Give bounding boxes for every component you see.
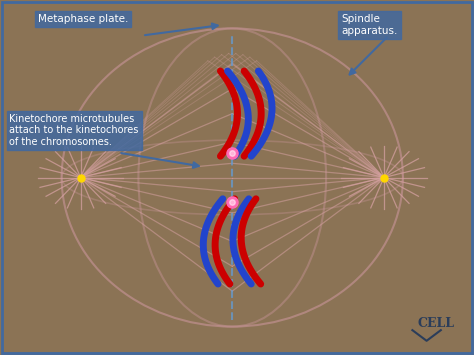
Text: CELL: CELL xyxy=(417,317,454,330)
Text: Spindle
apparatus.: Spindle apparatus. xyxy=(341,14,398,36)
Text: Kinetochore microtubules
attach to the kinetochores
of the chromosomes.: Kinetochore microtubules attach to the k… xyxy=(9,114,139,147)
Text: Metaphase plate.: Metaphase plate. xyxy=(38,14,128,24)
